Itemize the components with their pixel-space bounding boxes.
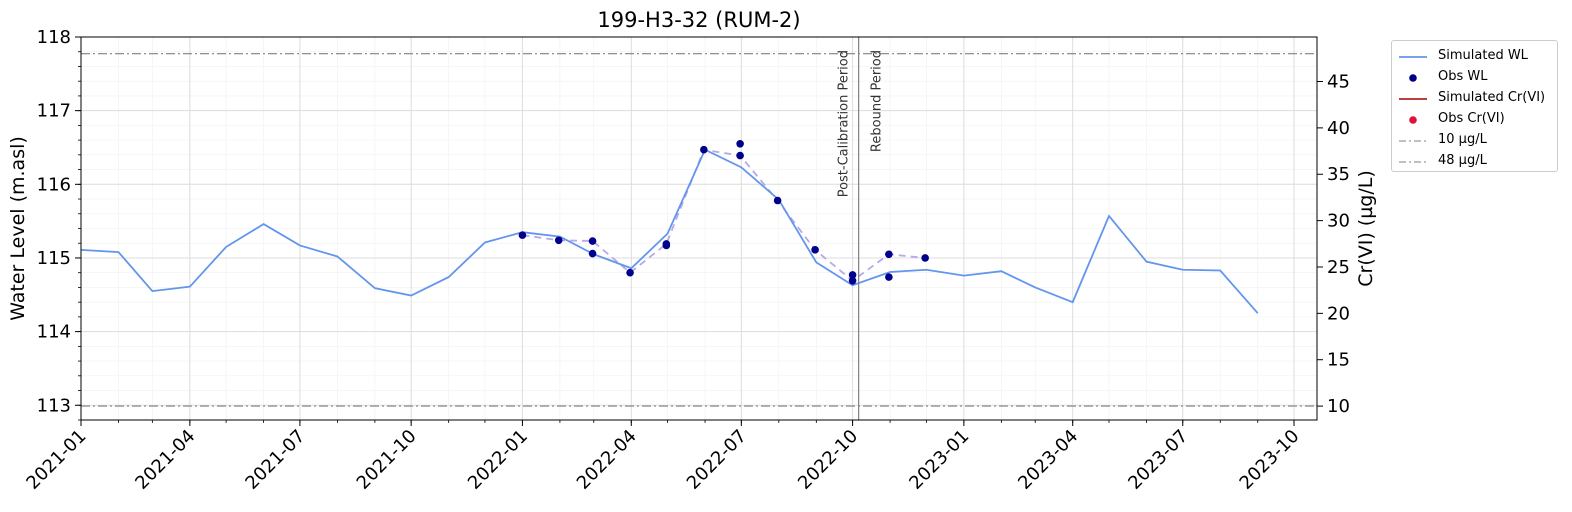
minor-grid [80, 36, 1317, 421]
legend-key [1398, 154, 1428, 168]
obs-wl-point [518, 231, 527, 239]
legend-key-mark [1399, 160, 1427, 163]
x-tick-label: 2021-07 [241, 426, 309, 494]
y-tick-label: 118 [37, 27, 71, 48]
obs-wl-point [885, 250, 893, 259]
obs-wl-point [848, 271, 857, 279]
y-tick-label: 113 [37, 395, 71, 416]
legend-key-mark [1409, 115, 1417, 124]
x-tick-label: 2021-01 [22, 426, 90, 494]
annotation-post-calibration: Post-Calibration Period [837, 50, 852, 197]
x-tick-label: 2022-07 [683, 426, 751, 494]
obs-wl-point [554, 236, 563, 245]
legend-item-48-ugl: 48 µg/L [1398, 150, 1557, 171]
y-right-tick-label: 15 [1327, 350, 1350, 371]
legend-label: 48 µg/L [1438, 153, 1487, 168]
legend-key-mark [1399, 55, 1427, 58]
x-tick-label: 2022-01 [464, 426, 532, 494]
x-tick-label: 2023-04 [1014, 426, 1082, 494]
obs-wl-point [588, 237, 597, 245]
chart-title: 199-H3-32 (RUM-2) [597, 8, 800, 32]
x-tick-label: 2022-10 [794, 426, 862, 494]
obs-wl-point [626, 268, 634, 277]
obs-wl-point [700, 145, 708, 154]
legend-key [1398, 133, 1428, 147]
y-right-tick-label: 10 [1327, 396, 1350, 417]
annotation-rebound: Rebound Period [870, 50, 885, 152]
legend-key [1398, 112, 1428, 126]
legend-label: 10 µg/L [1438, 132, 1487, 147]
reference-lines [81, 53, 1317, 407]
y-right-tick-label: 25 [1327, 257, 1350, 278]
y-right-tick-label: 45 [1327, 72, 1350, 93]
legend-swatch [1409, 115, 1417, 124]
y-axis-right-label: Cr(VI) (µg/L) [1355, 170, 1377, 287]
y-tick-label: 114 [37, 322, 71, 343]
legend-item-obs-crvi: Obs Cr(VI) [1398, 108, 1557, 129]
legend-item-10-ugl: 10 µg/L [1398, 129, 1557, 150]
legend-item-obs-wl: Obs WL [1398, 66, 1557, 87]
y-right-tick-label: 30 [1327, 211, 1350, 232]
y-tick-label: 115 [37, 248, 71, 269]
obs-wl-point [848, 276, 857, 285]
legend-key-mark [1399, 139, 1427, 142]
legend-label: Simulated WL [1438, 48, 1528, 63]
legend-key [1398, 49, 1428, 63]
legend-key-mark [1399, 97, 1427, 100]
legend-label: Obs WL [1438, 69, 1488, 84]
obs-wl-point [773, 196, 782, 205]
x-tick-label: 2023-10 [1236, 426, 1304, 494]
obs-wl-point [588, 249, 597, 258]
y-tick-label: 116 [37, 174, 71, 195]
legend-key [1398, 91, 1428, 105]
y-right-tick-label: 35 [1327, 164, 1350, 185]
legend-key-mark [1409, 73, 1417, 82]
y-axis-label: Water Level (m.asl) [7, 136, 29, 321]
obs-wl-point [736, 151, 744, 160]
legend: Simulated WL Obs WL Simulated Cr(VI) Obs… [1391, 40, 1558, 172]
legend-label: Simulated Cr(VI) [1438, 90, 1546, 105]
x-tick-label: 2023-07 [1124, 426, 1192, 494]
obs-wl-point [885, 273, 893, 281]
simulated-wl-line [80, 148, 1259, 314]
legend-label: Obs Cr(VI) [1438, 111, 1505, 126]
obs-wl-point [811, 246, 819, 254]
period-divider: Post-Calibration Period Rebound Period [837, 37, 885, 420]
obs-wl-point [736, 139, 744, 148]
legend-item-simulated-wl: Simulated WL [1398, 45, 1557, 66]
y-right-tick-label: 40 [1327, 118, 1350, 139]
y-tick-label: 117 [37, 101, 71, 122]
x-tick-label: 2021-04 [131, 426, 199, 494]
obs-wl-point [921, 254, 929, 262]
legend-swatch [1409, 73, 1417, 82]
legend-key [1398, 70, 1428, 84]
x-tick-label: 2021-10 [353, 426, 421, 494]
x-tick-label: 2023-01 [905, 426, 973, 494]
legend-item-simulated-crvi: Simulated Cr(VI) [1398, 87, 1557, 108]
axes: 2021-01 2021-04 2021-07 2021-10 2022-01 2022-… [22, 27, 1349, 494]
obs-wl-point [662, 241, 671, 250]
x-tick-label: 2022-04 [573, 426, 641, 494]
y-right-tick-label: 20 [1327, 303, 1350, 324]
